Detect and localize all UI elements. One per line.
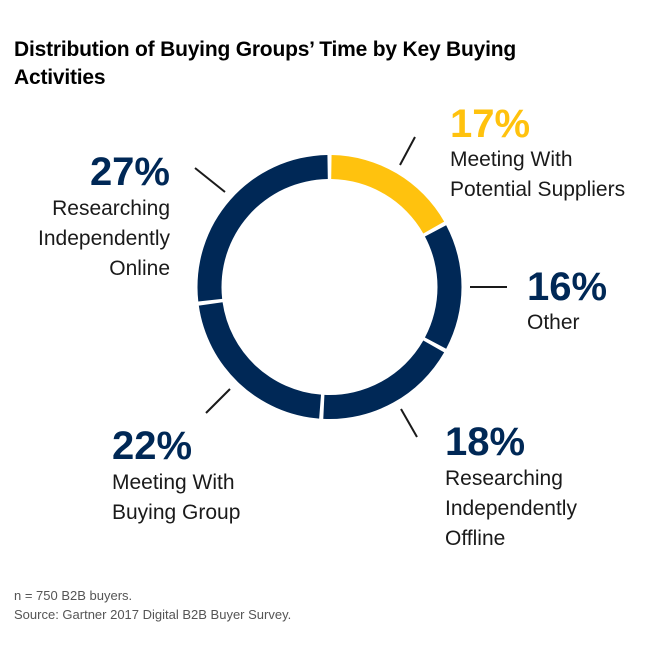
value-label-researching-independently-online: 27% (90, 150, 170, 194)
category-label-researching-independently-offline: Researching Independently Offline (445, 467, 577, 550)
leader-line-meeting-with-potential-suppliers (399, 136, 416, 166)
chart-title: Distribution of Buying Groups’ Time by K… (14, 38, 517, 89)
leader-line-researching-independently-offline (400, 408, 418, 438)
slice-researching-independently-online (197, 155, 328, 302)
slice-meeting-with-buying-group (198, 302, 322, 419)
chart-footer: n = 750 B2B buyers. Source: Gartner 2017… (14, 586, 291, 624)
slice-other (424, 225, 462, 349)
leader-line-meeting-with-buying-group (205, 388, 231, 414)
value-label-meeting-with-buying-group: 22% (112, 424, 192, 468)
source-note: Source: Gartner 2017 Digital B2B Buyer S… (14, 607, 292, 622)
category-label-meeting-with-buying-group: Meeting With Buying Group (112, 471, 240, 524)
value-label-meeting-with-potential-suppliers: 17% (450, 102, 530, 146)
category-label-researching-independently-online: Researching Independently Online (38, 197, 170, 280)
value-label-other: 16% (527, 265, 607, 309)
slice-meeting-with-potential-suppliers (331, 155, 445, 234)
category-label-other: Other (527, 311, 580, 334)
value-label-researching-independently-offline: 18% (445, 420, 525, 464)
category-label-meeting-with-potential-suppliers: Meeting With Potential Suppliers (450, 148, 625, 201)
leader-line-researching-independently-online (194, 167, 226, 193)
sample-note: n = 750 B2B buyers. (14, 588, 133, 603)
slice-researching-independently-offline (323, 340, 445, 419)
